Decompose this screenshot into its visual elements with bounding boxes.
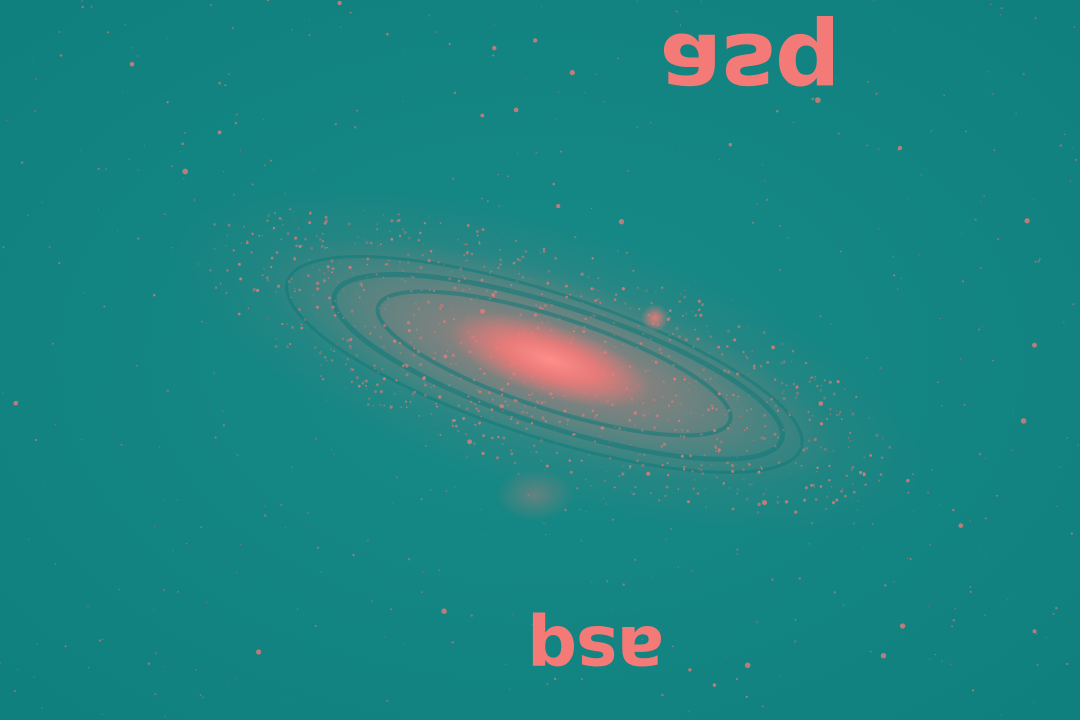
satellite-galaxy bbox=[641, 304, 669, 332]
caption-bottom: asq bbox=[528, 610, 665, 692]
galaxy-core bbox=[449, 312, 651, 408]
caption-top: asq bbox=[660, 13, 840, 120]
satellite-galaxy-faint bbox=[495, 469, 575, 521]
dust-lanes bbox=[285, 255, 804, 474]
galaxy bbox=[167, 181, 933, 539]
